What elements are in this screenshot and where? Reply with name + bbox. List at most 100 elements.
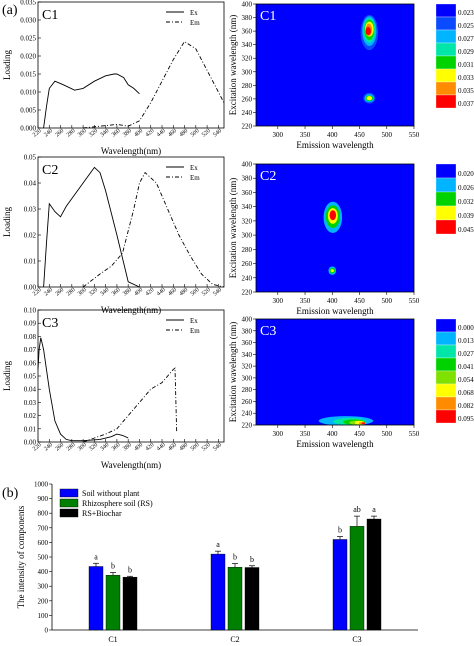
contour-map-c3: 220 240 260 280 300 320 340 360 380 400 300 350 400 4… <box>228 316 474 450</box>
x-tick-label: 550 <box>409 430 420 438</box>
bar-chart-b: 0 100 200 300 400 500 600 700 800 900 1000 The inte… <box>16 481 418 644</box>
x-tick-label: 420 <box>145 128 156 138</box>
x-tick-label: 520 <box>201 128 212 138</box>
colorbar-cell <box>435 177 457 193</box>
legend-label: Em <box>190 327 200 335</box>
x-tick-label: 300 <box>273 131 284 139</box>
x-tick-label: 400 <box>327 297 338 305</box>
colorbar-cell <box>435 163 457 179</box>
x-tick-label: 550 <box>409 297 420 305</box>
y-tick-label: 0.02 <box>24 232 37 240</box>
x-tick-label: 350 <box>300 131 311 139</box>
y-axis-label: Loading <box>2 361 12 391</box>
x-tick-label: 480 <box>179 128 190 138</box>
y-axis-label: The intensity of components <box>16 505 26 608</box>
y-tick-label: 280 <box>242 246 253 254</box>
colorbar-label: 0.026 <box>458 184 474 192</box>
x-tick-label: 520 <box>201 442 212 452</box>
y-tick-label: 340 <box>242 203 253 211</box>
x-tick-label: 380 <box>122 442 133 452</box>
panel-label-a: (a) <box>2 3 18 18</box>
y-tick-label: 900 <box>38 495 49 503</box>
y-tick-label: 0.05 <box>24 154 37 162</box>
y-tick-label: 0.04 <box>24 180 37 188</box>
plot-frame <box>255 318 415 426</box>
colorbar-cell <box>435 370 457 385</box>
panel-tag: C3 <box>260 324 276 339</box>
bar <box>349 526 365 631</box>
contour-maps: 220 240 260 280 300 320 340 360 380 400 300 350 400 4… <box>228 1 474 450</box>
y-tick-label: 0.000 <box>20 125 36 133</box>
x-tick-label: 550 <box>409 131 420 139</box>
legend-swatch <box>59 508 79 518</box>
y-tick-label: 400 <box>242 161 253 169</box>
panel-tag: C2 <box>260 169 276 184</box>
y-tick-label: 0.03 <box>24 206 37 214</box>
x-tick-label: 350 <box>300 430 311 438</box>
x-tick-label: 450 <box>354 430 365 438</box>
y-axis-label: Loading <box>2 207 12 237</box>
x-tick-label: 400 <box>133 287 144 297</box>
y-tick-label: 300 <box>38 583 49 591</box>
colorbar-label: 0.0683 <box>458 389 474 397</box>
x-tick-label: 320 <box>88 442 99 452</box>
x-tick-label: 500 <box>190 442 201 452</box>
contour-levels <box>299 413 387 425</box>
contour-levels <box>321 197 346 278</box>
y-tick-label: 800 <box>38 510 49 518</box>
y-tick-label: 260 <box>242 398 253 406</box>
significance-letter: a <box>372 505 376 514</box>
colorbar-cell <box>435 396 457 411</box>
x-tick-label: 420 <box>145 287 156 297</box>
contour-level <box>329 235 336 264</box>
x-tick-label: 220 <box>32 287 43 297</box>
series-em-line <box>82 171 225 288</box>
y-tick-label: 0.01 <box>24 258 37 266</box>
y-tick-label: 700 <box>38 524 49 532</box>
colorbar-label: 0.0137 <box>458 337 474 345</box>
colorbar-label: 0.0956 <box>458 415 474 423</box>
colorbar-cell <box>435 219 457 235</box>
x-axis-label: Emission wavelength <box>296 306 374 316</box>
colorbar-label: 0.0546 <box>458 376 474 384</box>
colorbar-label: 0.045 <box>458 226 474 234</box>
bar <box>366 518 382 631</box>
significance-letter: b <box>233 553 237 562</box>
y-tick-label: 340 <box>242 41 253 49</box>
y-tick-label: 400 <box>242 316 253 324</box>
colorbar-label: 0.025 <box>458 22 474 30</box>
x-tick-label: 220 <box>32 128 43 138</box>
contour-level <box>330 269 334 273</box>
y-tick-label: 320 <box>242 363 253 371</box>
y-tick-label: 1000 <box>34 481 49 489</box>
y-tick-label: 400 <box>242 1 253 9</box>
colorbar-cell <box>435 191 457 207</box>
x-tick-label: 300 <box>77 128 88 138</box>
x-tick-label: 260 <box>55 442 66 452</box>
colorbar-cell <box>435 383 457 398</box>
bar <box>210 553 226 631</box>
colorbar-cell <box>435 318 457 333</box>
x-tick-label: 340 <box>100 442 111 452</box>
significance-letter: a <box>94 552 98 561</box>
panel-tag: C3 <box>42 316 58 331</box>
x-tick-label: 440 <box>156 287 167 297</box>
y-tick-label: 0.05 <box>24 373 37 381</box>
series-em-line <box>82 367 178 443</box>
contour-level <box>365 27 371 36</box>
x-tick-label: 400 <box>133 128 144 138</box>
colorbar-label: 0.031 <box>458 61 474 69</box>
series-ex-line <box>43 73 140 129</box>
y-axis-label: Excitation wavelength (nm) <box>228 322 238 422</box>
y-tick-label: 0.07 <box>24 346 37 354</box>
legend-label: Rhizosphere soil (RS) <box>82 499 153 508</box>
y-tick-label: 0.06 <box>24 359 37 367</box>
contour-levels <box>358 12 381 106</box>
y-tick-label: 360 <box>242 28 253 36</box>
colorbar-cell <box>435 55 457 70</box>
significance-letter: b <box>111 562 115 571</box>
y-tick-label: 400 <box>38 568 49 576</box>
y-tick-label: 300 <box>242 232 253 240</box>
x-tick-label: 460 <box>167 442 178 452</box>
